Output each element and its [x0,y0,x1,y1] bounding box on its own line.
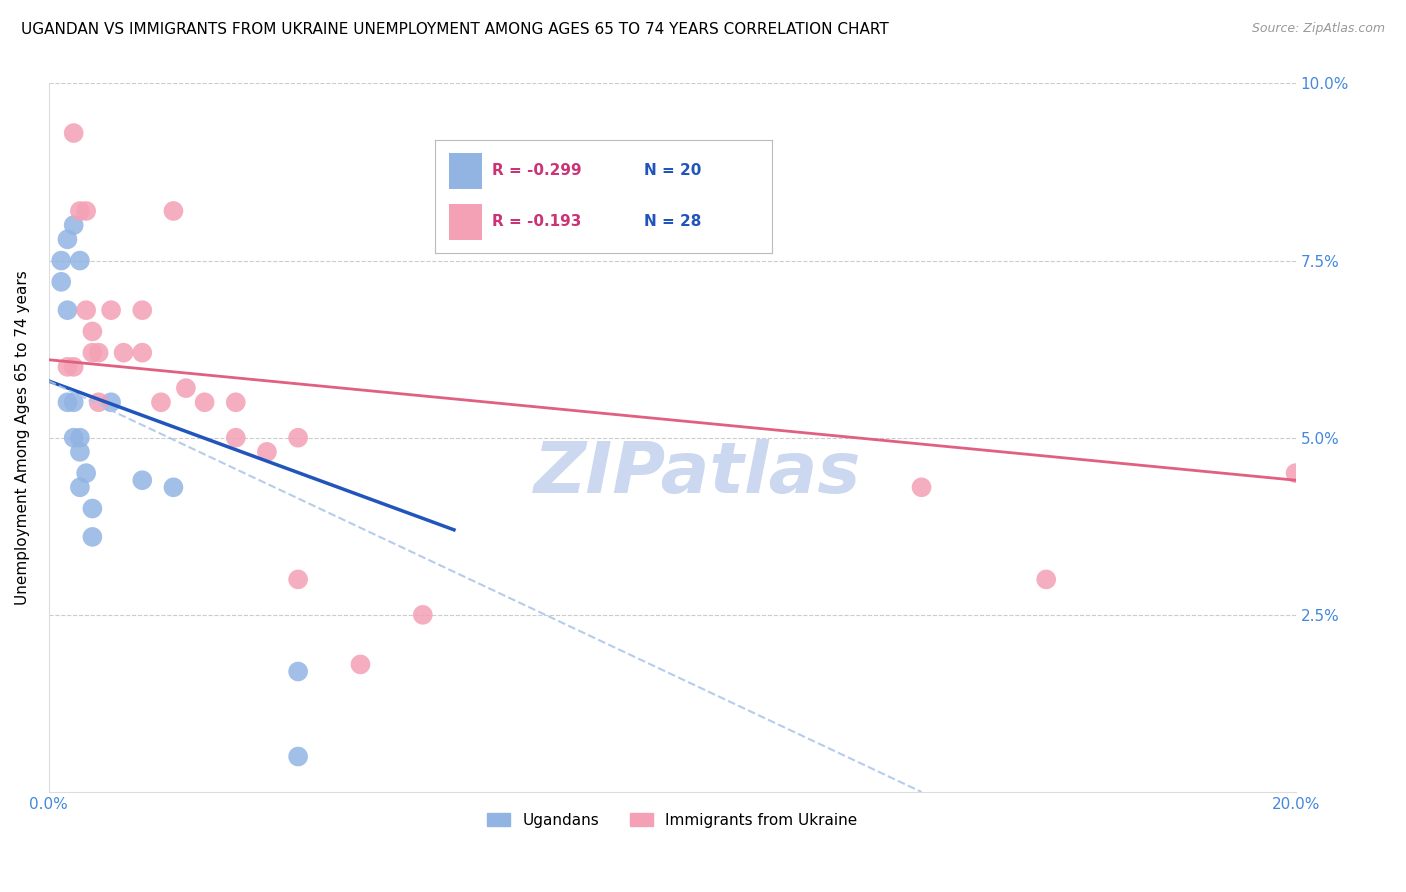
Point [287,749,309,764]
Point [287,431,309,445]
Point [56,359,79,374]
Text: UGANDAN VS IMMIGRANTS FROM UKRAINE UNEMPLOYMENT AMONG AGES 65 TO 74 YEARS CORREL: UGANDAN VS IMMIGRANTS FROM UKRAINE UNEMP… [21,22,889,37]
Point [62,359,84,374]
Point [256,445,278,459]
Point [287,665,309,679]
Point [82,530,104,544]
Point [1035,573,1057,587]
Point [225,431,247,445]
Point [69,431,91,445]
Point [131,473,153,487]
Point [412,607,434,622]
Legend: Ugandans, Immigrants from Ukraine: Ugandans, Immigrants from Ukraine [481,806,863,834]
Point [131,303,153,318]
Point [75,466,97,480]
Point [51,275,73,289]
Point [69,204,91,219]
Text: ZIPatlas: ZIPatlas [533,439,860,508]
Point [75,204,97,219]
Point [62,395,84,409]
Point [149,395,172,409]
Point [1284,466,1306,480]
Point [910,480,932,494]
Point [174,381,197,395]
Point [69,445,91,459]
Point [75,303,97,318]
Point [82,325,104,339]
Y-axis label: Unemployment Among Ages 65 to 74 years: Unemployment Among Ages 65 to 74 years [15,270,30,605]
Point [131,345,153,359]
Point [56,395,79,409]
Point [56,303,79,318]
Point [225,395,247,409]
Point [62,218,84,232]
Point [69,480,91,494]
Point [87,345,110,359]
Point [194,395,217,409]
Point [62,431,84,445]
Point [287,573,309,587]
Point [112,345,135,359]
Point [51,253,73,268]
Point [62,126,84,140]
Point [349,657,371,672]
Point [56,232,79,246]
Point [87,395,110,409]
Point [162,204,184,219]
Point [82,345,104,359]
Point [162,480,184,494]
Text: Source: ZipAtlas.com: Source: ZipAtlas.com [1251,22,1385,36]
Point [100,303,122,318]
Point [82,501,104,516]
Point [100,395,122,409]
Point [69,253,91,268]
